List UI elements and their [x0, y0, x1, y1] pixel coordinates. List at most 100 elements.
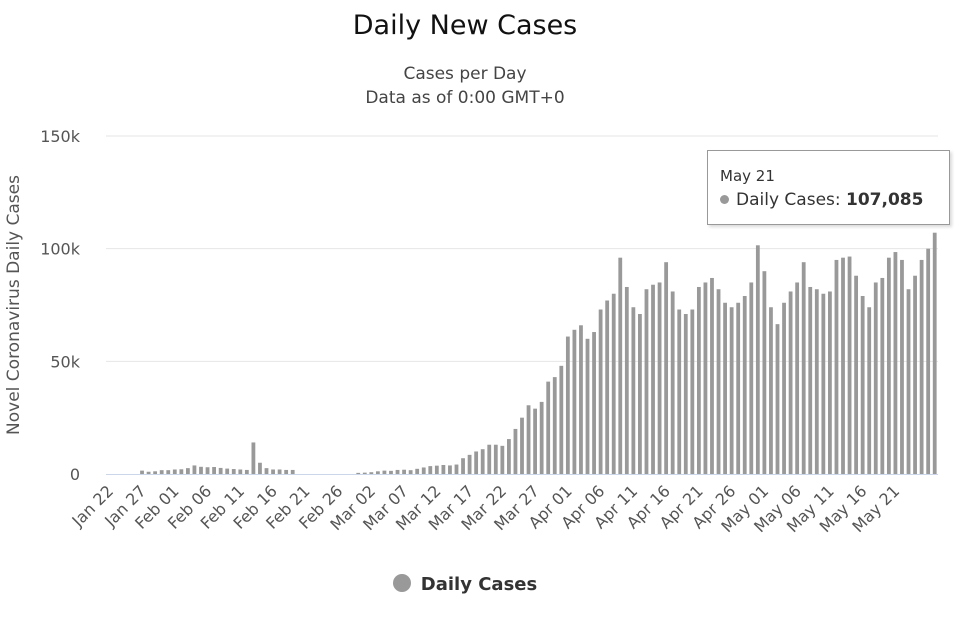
bar[interactable]: [847, 256, 852, 474]
bar[interactable]: [185, 468, 190, 474]
bar[interactable]: [395, 469, 400, 474]
bar[interactable]: [841, 257, 845, 474]
bar[interactable]: [834, 259, 839, 474]
bar[interactable]: [585, 338, 590, 474]
bar[interactable]: [179, 469, 184, 474]
bar[interactable]: [271, 469, 275, 474]
bar[interactable]: [788, 291, 793, 474]
bar[interactable]: [651, 284, 655, 474]
bar[interactable]: [716, 289, 721, 474]
bar[interactable]: [900, 259, 904, 474]
bar[interactable]: [467, 454, 472, 474]
bar[interactable]: [919, 259, 924, 474]
bar[interactable]: [192, 465, 197, 474]
bar[interactable]: [212, 467, 216, 474]
bar[interactable]: [657, 282, 662, 474]
bar[interactable]: [828, 291, 832, 474]
bar[interactable]: [369, 472, 374, 474]
bar[interactable]: [932, 232, 937, 474]
bar[interactable]: [775, 324, 780, 474]
bar[interactable]: [565, 336, 570, 474]
bar[interactable]: [546, 381, 551, 474]
bar[interactable]: [867, 307, 872, 474]
bar[interactable]: [140, 470, 144, 474]
bar[interactable]: [618, 257, 623, 474]
bar[interactable]: [644, 289, 649, 474]
bar[interactable]: [873, 282, 878, 474]
bar[interactable]: [513, 428, 518, 474]
bar[interactable]: [605, 300, 610, 474]
bar[interactable]: [520, 417, 524, 474]
bar[interactable]: [729, 307, 734, 474]
bar[interactable]: [277, 469, 282, 474]
bar[interactable]: [402, 469, 406, 474]
bar[interactable]: [854, 275, 859, 474]
bar[interactable]: [808, 286, 813, 474]
bar[interactable]: [913, 275, 917, 474]
bar[interactable]: [461, 458, 465, 474]
bar[interactable]: [172, 469, 177, 474]
bar[interactable]: [421, 467, 426, 474]
bar[interactable]: [448, 465, 452, 474]
bar[interactable]: [231, 469, 236, 474]
bar[interactable]: [552, 377, 557, 474]
bar[interactable]: [886, 257, 891, 474]
bar[interactable]: [814, 289, 819, 474]
bar[interactable]: [664, 262, 669, 474]
bar[interactable]: [441, 464, 446, 474]
bar[interactable]: [906, 289, 911, 474]
bar[interactable]: [290, 469, 295, 474]
bar[interactable]: [382, 470, 387, 474]
bar[interactable]: [539, 401, 544, 474]
bar[interactable]: [474, 451, 479, 474]
bar[interactable]: [860, 295, 865, 474]
bar[interactable]: [415, 468, 420, 474]
bar[interactable]: [238, 469, 243, 474]
bar[interactable]: [677, 309, 682, 474]
bar[interactable]: [710, 277, 714, 474]
bar[interactable]: [218, 467, 223, 474]
bar[interactable]: [507, 439, 511, 474]
bar[interactable]: [579, 325, 583, 474]
bars[interactable]: [140, 232, 937, 474]
bar[interactable]: [624, 286, 629, 474]
bar[interactable]: [500, 445, 505, 474]
bar[interactable]: [434, 465, 439, 474]
bar[interactable]: [683, 314, 688, 474]
bar[interactable]: [723, 302, 727, 474]
bar[interactable]: [428, 466, 433, 474]
bar[interactable]: [762, 271, 767, 474]
bar[interactable]: [493, 444, 498, 474]
bar[interactable]: [592, 332, 596, 474]
bar[interactable]: [631, 307, 636, 474]
bar[interactable]: [893, 252, 898, 474]
bar[interactable]: [146, 471, 151, 474]
bar[interactable]: [611, 293, 616, 474]
bar[interactable]: [480, 449, 485, 474]
legend[interactable]: Daily Cases: [0, 574, 930, 595]
bar[interactable]: [356, 472, 361, 474]
bar[interactable]: [926, 248, 931, 474]
bar[interactable]: [559, 365, 564, 474]
bar[interactable]: [703, 282, 708, 474]
bar[interactable]: [533, 408, 537, 474]
bar[interactable]: [244, 469, 249, 474]
bar[interactable]: [638, 314, 642, 474]
bar[interactable]: [742, 295, 747, 474]
bar[interactable]: [375, 471, 380, 474]
bar[interactable]: [801, 262, 806, 474]
bar[interactable]: [755, 245, 760, 474]
bar[interactable]: [153, 471, 158, 474]
bar[interactable]: [782, 302, 786, 474]
bar[interactable]: [205, 467, 210, 474]
bar[interactable]: [690, 309, 695, 474]
bar[interactable]: [199, 466, 203, 474]
bar[interactable]: [159, 470, 164, 474]
bar[interactable]: [408, 470, 413, 474]
bar[interactable]: [166, 470, 171, 474]
legend-label[interactable]: Daily Cases: [420, 574, 538, 595]
bar[interactable]: [454, 464, 459, 474]
bar[interactable]: [264, 468, 269, 474]
bar[interactable]: [251, 442, 256, 474]
bar[interactable]: [749, 282, 754, 474]
